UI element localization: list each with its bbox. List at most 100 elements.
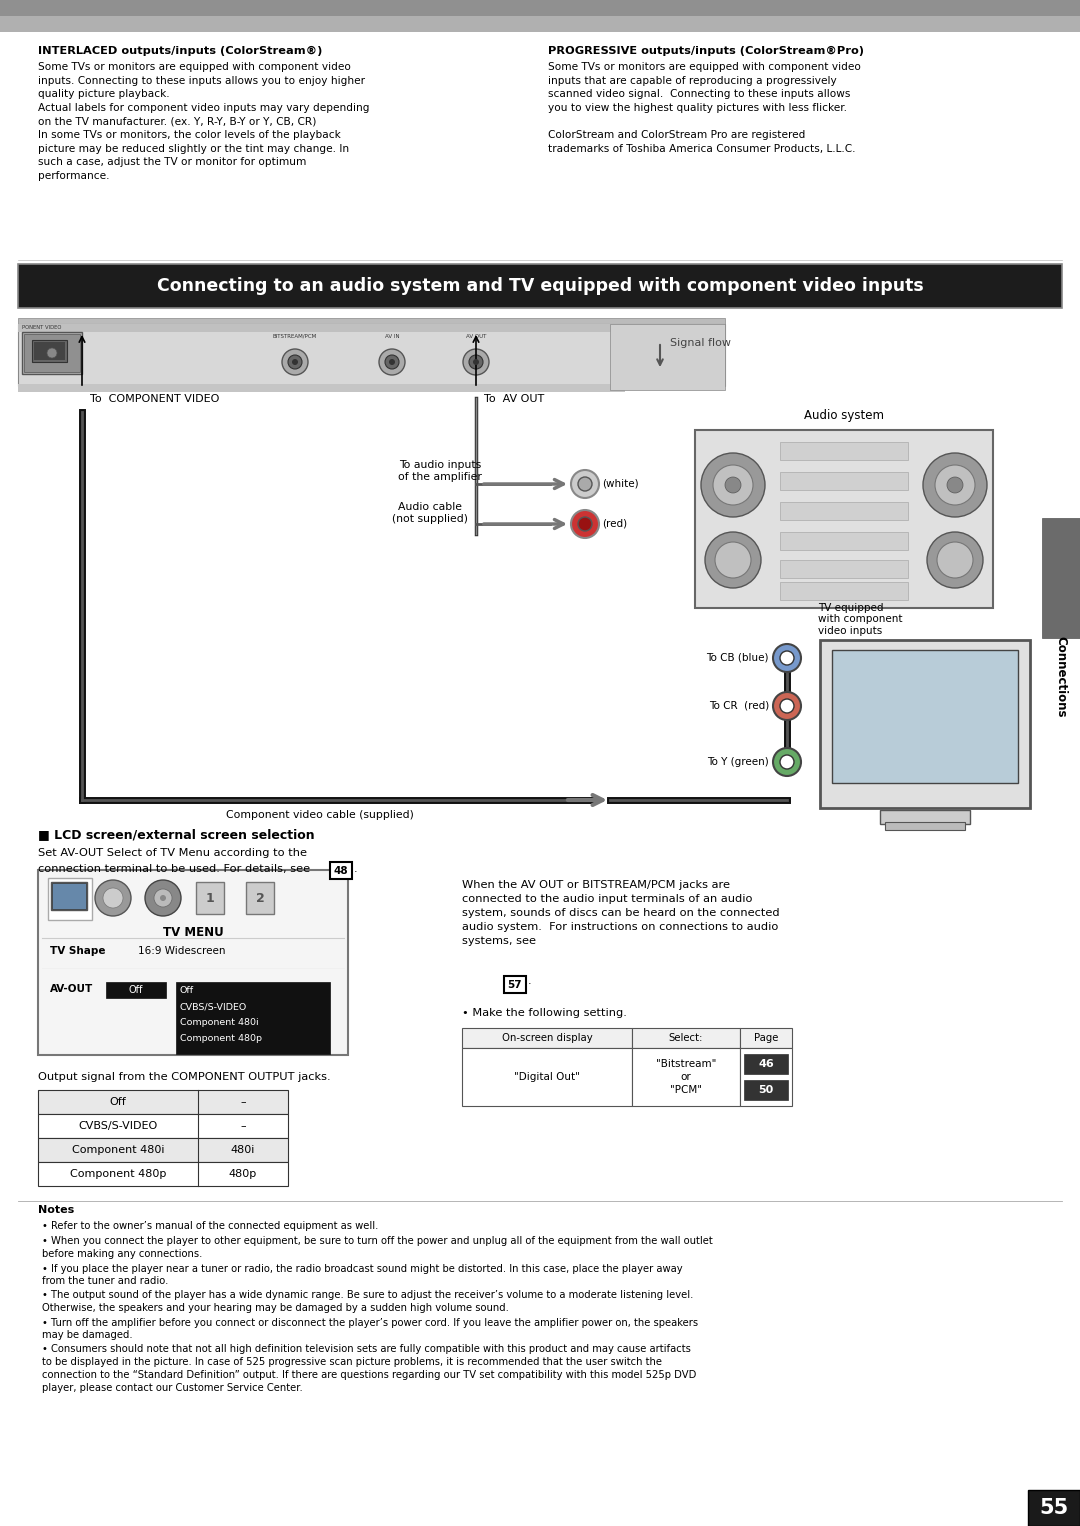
Bar (33, 342, 65, 360)
Text: 1: 1 (205, 891, 214, 905)
Circle shape (713, 465, 753, 505)
Text: 480i: 480i (231, 1144, 255, 1155)
Circle shape (705, 533, 761, 588)
Circle shape (103, 888, 123, 908)
Bar (462, 1048, 632, 1106)
Bar (1042, 517, 1080, 638)
Circle shape (773, 644, 801, 671)
Circle shape (48, 348, 57, 359)
Text: Component 480p: Component 480p (180, 1035, 262, 1042)
Text: TV MENU: TV MENU (163, 926, 224, 938)
Text: 48: 48 (334, 865, 349, 876)
Bar (504, 977, 526, 993)
Text: TV equipped
with component
video inputs: TV equipped with component video inputs (818, 603, 903, 636)
Text: AV OUT: AV OUT (465, 334, 486, 339)
Text: Component video cable (supplied): Component video cable (supplied) (226, 810, 414, 819)
Text: Connections: Connections (1054, 636, 1067, 719)
Circle shape (715, 542, 751, 578)
Bar (51, 882, 87, 909)
Circle shape (379, 349, 405, 375)
Bar (18, 385, 625, 392)
Circle shape (780, 652, 794, 665)
Bar (0, 0, 1080, 32)
Bar (696, 430, 993, 607)
Text: "Digital Out": "Digital Out" (514, 1071, 580, 1082)
Text: Set AV-OUT Select of TV Menu according to the: Set AV-OUT Select of TV Menu according t… (38, 848, 307, 858)
Circle shape (571, 470, 599, 497)
Text: 46: 46 (758, 1059, 774, 1070)
Text: CVBS/S-VIDEO: CVBS/S-VIDEO (180, 1003, 247, 1012)
Bar (38, 870, 348, 1054)
Circle shape (95, 881, 131, 916)
Text: (white): (white) (602, 479, 638, 488)
Text: Audio system: Audio system (804, 409, 885, 423)
Text: "Bitstream"
or
"PCM": "Bitstream" or "PCM" (656, 1059, 716, 1096)
Text: Connecting to an audio system and TV equipped with component video inputs: Connecting to an audio system and TV equ… (157, 278, 923, 295)
Text: 16:9 Widescreen: 16:9 Widescreen (138, 946, 226, 955)
Circle shape (473, 359, 480, 365)
Text: 50: 50 (758, 1085, 773, 1096)
Text: TV Shape: TV Shape (50, 946, 106, 955)
Text: BITSTREAM/PCM: BITSTREAM/PCM (273, 334, 318, 339)
Bar (106, 983, 166, 998)
Bar (18, 324, 725, 386)
Text: PONENT VIDEO: PONENT VIDEO (22, 325, 62, 330)
Bar (744, 1054, 788, 1074)
Bar (176, 983, 330, 1054)
Circle shape (773, 748, 801, 777)
Polygon shape (610, 324, 725, 391)
Text: Notes: Notes (38, 1206, 75, 1215)
Text: To audio inputs
of the amplifier: To audio inputs of the amplifier (399, 459, 482, 482)
Text: Some TVs or monitors are equipped with component video
inputs. Connecting to the: Some TVs or monitors are equipped with c… (38, 63, 369, 180)
Bar (780, 581, 908, 600)
Circle shape (571, 510, 599, 539)
Text: Select:: Select: (669, 1033, 703, 1042)
Bar (740, 1048, 792, 1106)
Text: Some TVs or monitors are equipped with component video
inputs that are capable o: Some TVs or monitors are equipped with c… (548, 63, 861, 154)
Text: INTERLACED outputs/inputs (ColorStream®): INTERLACED outputs/inputs (ColorStream®) (38, 46, 322, 56)
Text: Audio cable
(not supplied): Audio cable (not supplied) (392, 502, 468, 523)
Text: Off: Off (180, 986, 194, 995)
Text: • Consumers should note that not all high definition television sets are fully c: • Consumers should note that not all hig… (42, 1344, 697, 1393)
Text: 57: 57 (508, 980, 523, 989)
Bar (195, 882, 224, 914)
Circle shape (780, 699, 794, 713)
Circle shape (780, 755, 794, 769)
Circle shape (578, 517, 592, 531)
Bar (18, 317, 725, 324)
Circle shape (160, 896, 166, 900)
Bar (632, 1029, 740, 1048)
Circle shape (578, 478, 592, 491)
Text: On-screen display: On-screen display (501, 1033, 592, 1042)
Circle shape (773, 691, 801, 720)
Bar (462, 1029, 632, 1048)
Text: Output signal from the COMPONENT OUTPUT jacks.: Output signal from the COMPONENT OUTPUT … (38, 1071, 330, 1082)
Text: • Refer to the owner’s manual of the connected equipment as well.: • Refer to the owner’s manual of the con… (42, 1221, 378, 1231)
Bar (820, 639, 1030, 807)
Circle shape (937, 542, 973, 578)
Text: (red): (red) (602, 519, 627, 530)
Text: • Turn off the amplifier before you connect or disconnect the player’s power cor: • Turn off the amplifier before you conn… (42, 1317, 698, 1340)
Text: When the AV OUT or BITSTREAM/PCM jacks are
connected to the audio input terminal: When the AV OUT or BITSTREAM/PCM jacks a… (462, 881, 780, 946)
Circle shape (725, 478, 741, 493)
Circle shape (923, 453, 987, 517)
Circle shape (145, 881, 181, 916)
Text: ■ LCD screen/external screen selection: ■ LCD screen/external screen selection (38, 829, 314, 841)
Text: Component 480i: Component 480i (180, 1018, 258, 1027)
Bar (632, 1048, 740, 1106)
Bar (24, 334, 80, 372)
Text: Off: Off (110, 1097, 126, 1106)
Bar (885, 823, 966, 830)
Text: PROGRESSIVE outputs/inputs (ColorStream®Pro): PROGRESSIVE outputs/inputs (ColorStream®… (548, 46, 864, 56)
Circle shape (389, 359, 395, 365)
Text: To CB (blue): To CB (blue) (706, 653, 769, 662)
Bar (780, 560, 908, 578)
Bar (330, 862, 352, 879)
Bar (880, 810, 970, 824)
Text: 480p: 480p (229, 1169, 257, 1180)
Circle shape (288, 356, 302, 369)
Text: Signal flow: Signal flow (670, 337, 731, 348)
Text: –: – (240, 1122, 246, 1131)
Bar (780, 472, 908, 490)
Bar (22, 333, 82, 374)
